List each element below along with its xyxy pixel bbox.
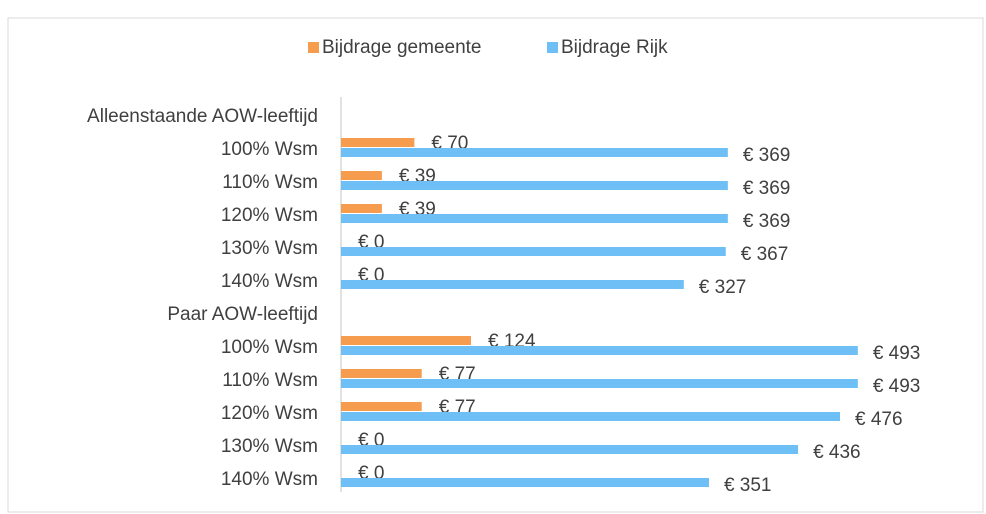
bar — [341, 280, 684, 289]
data-label: € 327 — [699, 277, 747, 298]
chart-border — [7, 17, 984, 513]
bar — [341, 402, 422, 411]
data-label: € 369 — [743, 211, 791, 232]
bar — [341, 138, 415, 147]
bar — [341, 171, 382, 180]
data-label: € 351 — [724, 475, 772, 496]
legend-swatch — [308, 42, 319, 53]
y-tick-label: 100% Wsm — [221, 139, 318, 160]
y-tick-label: Alleenstaande AOW-leeftijd — [87, 106, 318, 127]
legend-label: Bijdrage Rijk — [561, 37, 668, 58]
legend-swatch — [547, 42, 558, 53]
y-tick-label: 100% Wsm — [221, 337, 318, 358]
y-tick-label: 110% Wsm — [222, 172, 318, 193]
bar — [341, 204, 382, 213]
y-tick-label: 120% Wsm — [221, 205, 318, 226]
data-label: € 436 — [813, 442, 861, 463]
data-label: € 476 — [855, 409, 903, 430]
y-tick-label: 110% Wsm — [222, 370, 318, 391]
bar — [341, 181, 728, 190]
data-label: € 493 — [873, 376, 921, 397]
legend-label: Bijdrage gemeente — [322, 37, 482, 58]
data-label: € 369 — [743, 178, 791, 199]
data-label: € 369 — [743, 145, 791, 166]
bar — [341, 214, 728, 223]
y-tick-label: 130% Wsm — [221, 238, 318, 259]
bar — [341, 148, 728, 157]
bar — [341, 247, 726, 256]
bar — [341, 445, 799, 454]
bar — [341, 412, 841, 421]
bar — [341, 369, 422, 378]
y-tick-label: 130% Wsm — [221, 436, 318, 457]
bar — [341, 346, 858, 355]
data-label: € 493 — [873, 343, 921, 364]
bar — [341, 379, 858, 388]
y-tick-label: Paar AOW-leeftijd — [167, 304, 318, 325]
y-tick-label: 120% Wsm — [221, 403, 318, 424]
y-tick-label: 140% Wsm — [221, 271, 318, 292]
y-tick-label: 140% Wsm — [221, 469, 318, 490]
data-label: € 367 — [741, 244, 789, 265]
bar — [341, 336, 471, 345]
bar — [341, 478, 709, 487]
